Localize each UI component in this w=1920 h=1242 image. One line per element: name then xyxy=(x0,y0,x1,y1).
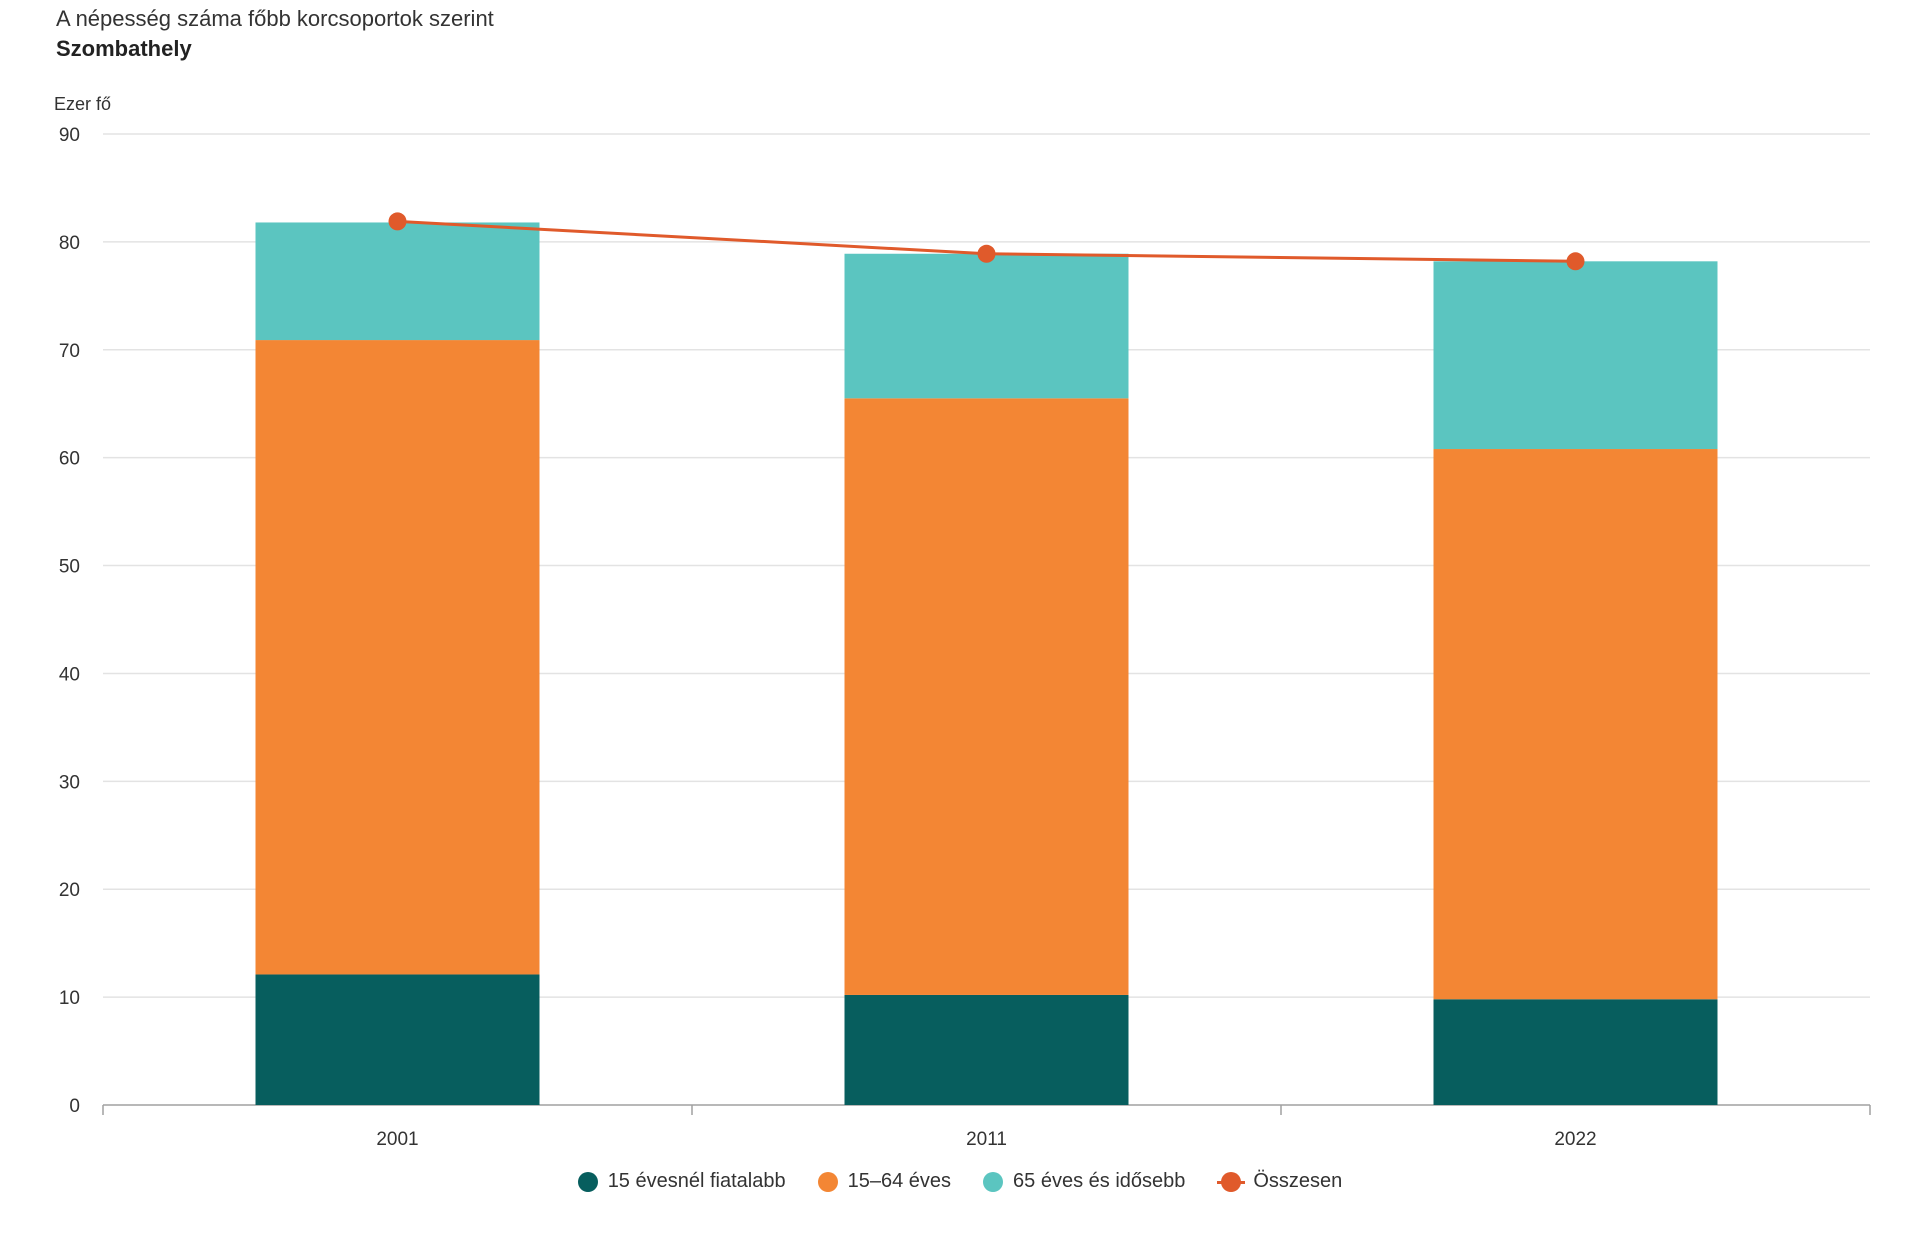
bar-2022-series-2 xyxy=(1433,261,1718,450)
legend-label-1: 15–64 éves xyxy=(847,1170,952,1192)
legend-label-0: 15 évesnél fiatalabb xyxy=(607,1170,786,1192)
total-point-2022 xyxy=(1566,252,1585,271)
legend-item-total[interactable]: Összesen xyxy=(1217,1170,1342,1193)
y-tick-label-40: 40 xyxy=(59,664,80,685)
y-tick-label-50: 50 xyxy=(59,557,80,578)
chart-title: A népesség száma főbb korcsoportok szeri… xyxy=(56,6,494,31)
legend-item-2[interactable]: 65 éves és idősebb xyxy=(983,1170,1185,1193)
x-tick-label-2001: 2001 xyxy=(376,1129,418,1150)
y-tick-label-60: 60 xyxy=(59,449,80,470)
total-point-2001 xyxy=(388,212,407,231)
chart-subtitle: Szombathely xyxy=(56,36,192,61)
legend-marker-total xyxy=(1217,1171,1246,1192)
bar-2011-series-1 xyxy=(844,398,1129,995)
bar-2001-series-1 xyxy=(255,340,540,975)
legend-item-0[interactable]: 15 évesnél fiatalabb xyxy=(577,1170,786,1193)
legend-marker-1 xyxy=(817,1171,838,1192)
bar-2011-series-2 xyxy=(844,253,1129,399)
y-tick-label-70: 70 xyxy=(59,341,80,362)
bar-2022-series-0 xyxy=(1433,999,1718,1105)
bar-2022-series-1 xyxy=(1433,449,1718,1000)
y-axis-label: Ezer fő xyxy=(54,94,112,114)
legend-label-total: Összesen xyxy=(1253,1170,1343,1192)
x-tick-label-2022: 2022 xyxy=(1554,1129,1596,1150)
legend-label-2: 65 éves és idősebb xyxy=(1013,1170,1186,1192)
total-point-2011 xyxy=(977,244,996,263)
y-tick-label-0: 0 xyxy=(69,1096,80,1117)
y-tick-label-10: 10 xyxy=(59,988,80,1009)
legend-marker-2 xyxy=(983,1171,1004,1192)
y-tick-label-30: 30 xyxy=(59,772,80,793)
legend: 15 évesnél fiatalabb 15–64 éves 65 éves és… xyxy=(0,1170,1920,1193)
y-tick-label-20: 20 xyxy=(59,880,80,901)
x-tick-label-2011: 2011 xyxy=(966,1129,1007,1150)
bar-2011-series-0 xyxy=(844,994,1129,1105)
legend-marker-0 xyxy=(577,1171,598,1192)
bar-2001-series-2 xyxy=(255,222,540,341)
legend-item-1[interactable]: 15–64 éves xyxy=(817,1170,952,1193)
y-tick-label-80: 80 xyxy=(59,233,80,254)
y-tick-label-90: 90 xyxy=(59,125,80,146)
bar-2001-series-0 xyxy=(255,974,540,1105)
